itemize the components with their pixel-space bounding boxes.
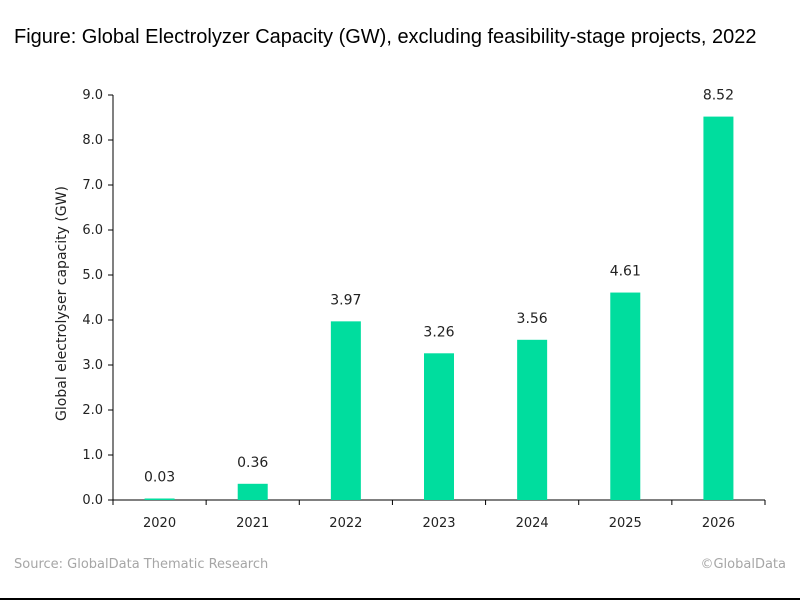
y-tick-label: 0.0 bbox=[82, 493, 103, 508]
data-label: 4.61 bbox=[610, 264, 641, 280]
bar bbox=[610, 292, 641, 500]
bar bbox=[517, 339, 548, 500]
x-axis: 2020 2021 2022 2023 2024 2025 2026 bbox=[112, 499, 766, 531]
y-axis: 0.0 1.0 2.0 3.0 4.0 5.0 6.0 7.0 8.0 9.0 bbox=[82, 88, 114, 508]
y-tick-label: 6.0 bbox=[82, 223, 103, 238]
data-label: 3.26 bbox=[423, 324, 454, 340]
y-tick-label: 1.0 bbox=[82, 448, 103, 463]
source-note: Source: GlobalData Thematic Research bbox=[14, 557, 269, 572]
y-tick-label: 2.0 bbox=[82, 403, 103, 418]
x-tick-label: 2024 bbox=[516, 516, 549, 531]
bottom-divider bbox=[0, 598, 800, 600]
bar bbox=[144, 498, 175, 500]
data-label: 8.52 bbox=[703, 88, 734, 104]
data-label: 3.97 bbox=[330, 292, 361, 308]
y-axis-title: Global electrolyser capacity (GW) bbox=[54, 186, 70, 421]
x-tick-label: 2023 bbox=[422, 516, 455, 531]
bar bbox=[330, 321, 361, 500]
y-tick-label: 4.0 bbox=[82, 313, 103, 328]
data-label: 0.36 bbox=[237, 455, 268, 471]
x-tick-label: 2021 bbox=[236, 516, 269, 531]
bar bbox=[424, 353, 454, 500]
copyright-note: ©GlobalData bbox=[700, 557, 786, 572]
data-labels-group: 0.03 0.36 3.97 3.26 3.56 4.61 8.52 bbox=[144, 88, 734, 486]
y-tick-label: 8.0 bbox=[82, 133, 103, 148]
y-tick-label: 3.0 bbox=[82, 358, 103, 373]
chart-title: Figure: Global Electrolyzer Capacity (GW… bbox=[14, 26, 757, 48]
bar bbox=[237, 483, 268, 500]
y-tick-label: 7.0 bbox=[82, 178, 103, 193]
data-label: 0.03 bbox=[144, 470, 175, 486]
data-label: 3.56 bbox=[517, 311, 548, 327]
y-tick-label: 5.0 bbox=[82, 268, 103, 283]
x-tick-label: 2022 bbox=[329, 516, 362, 531]
x-tick-label: 2026 bbox=[702, 516, 735, 531]
x-tick-label: 2025 bbox=[609, 516, 642, 531]
x-tick-label: 2020 bbox=[143, 516, 176, 531]
bars-group bbox=[144, 116, 734, 500]
bar bbox=[703, 116, 734, 500]
bar-chart: 0.01.02.03.04.05.06.07.08.09.0 2020 2021 2… bbox=[54, 88, 766, 531]
y-tick-label: 9.0 bbox=[82, 88, 103, 103]
